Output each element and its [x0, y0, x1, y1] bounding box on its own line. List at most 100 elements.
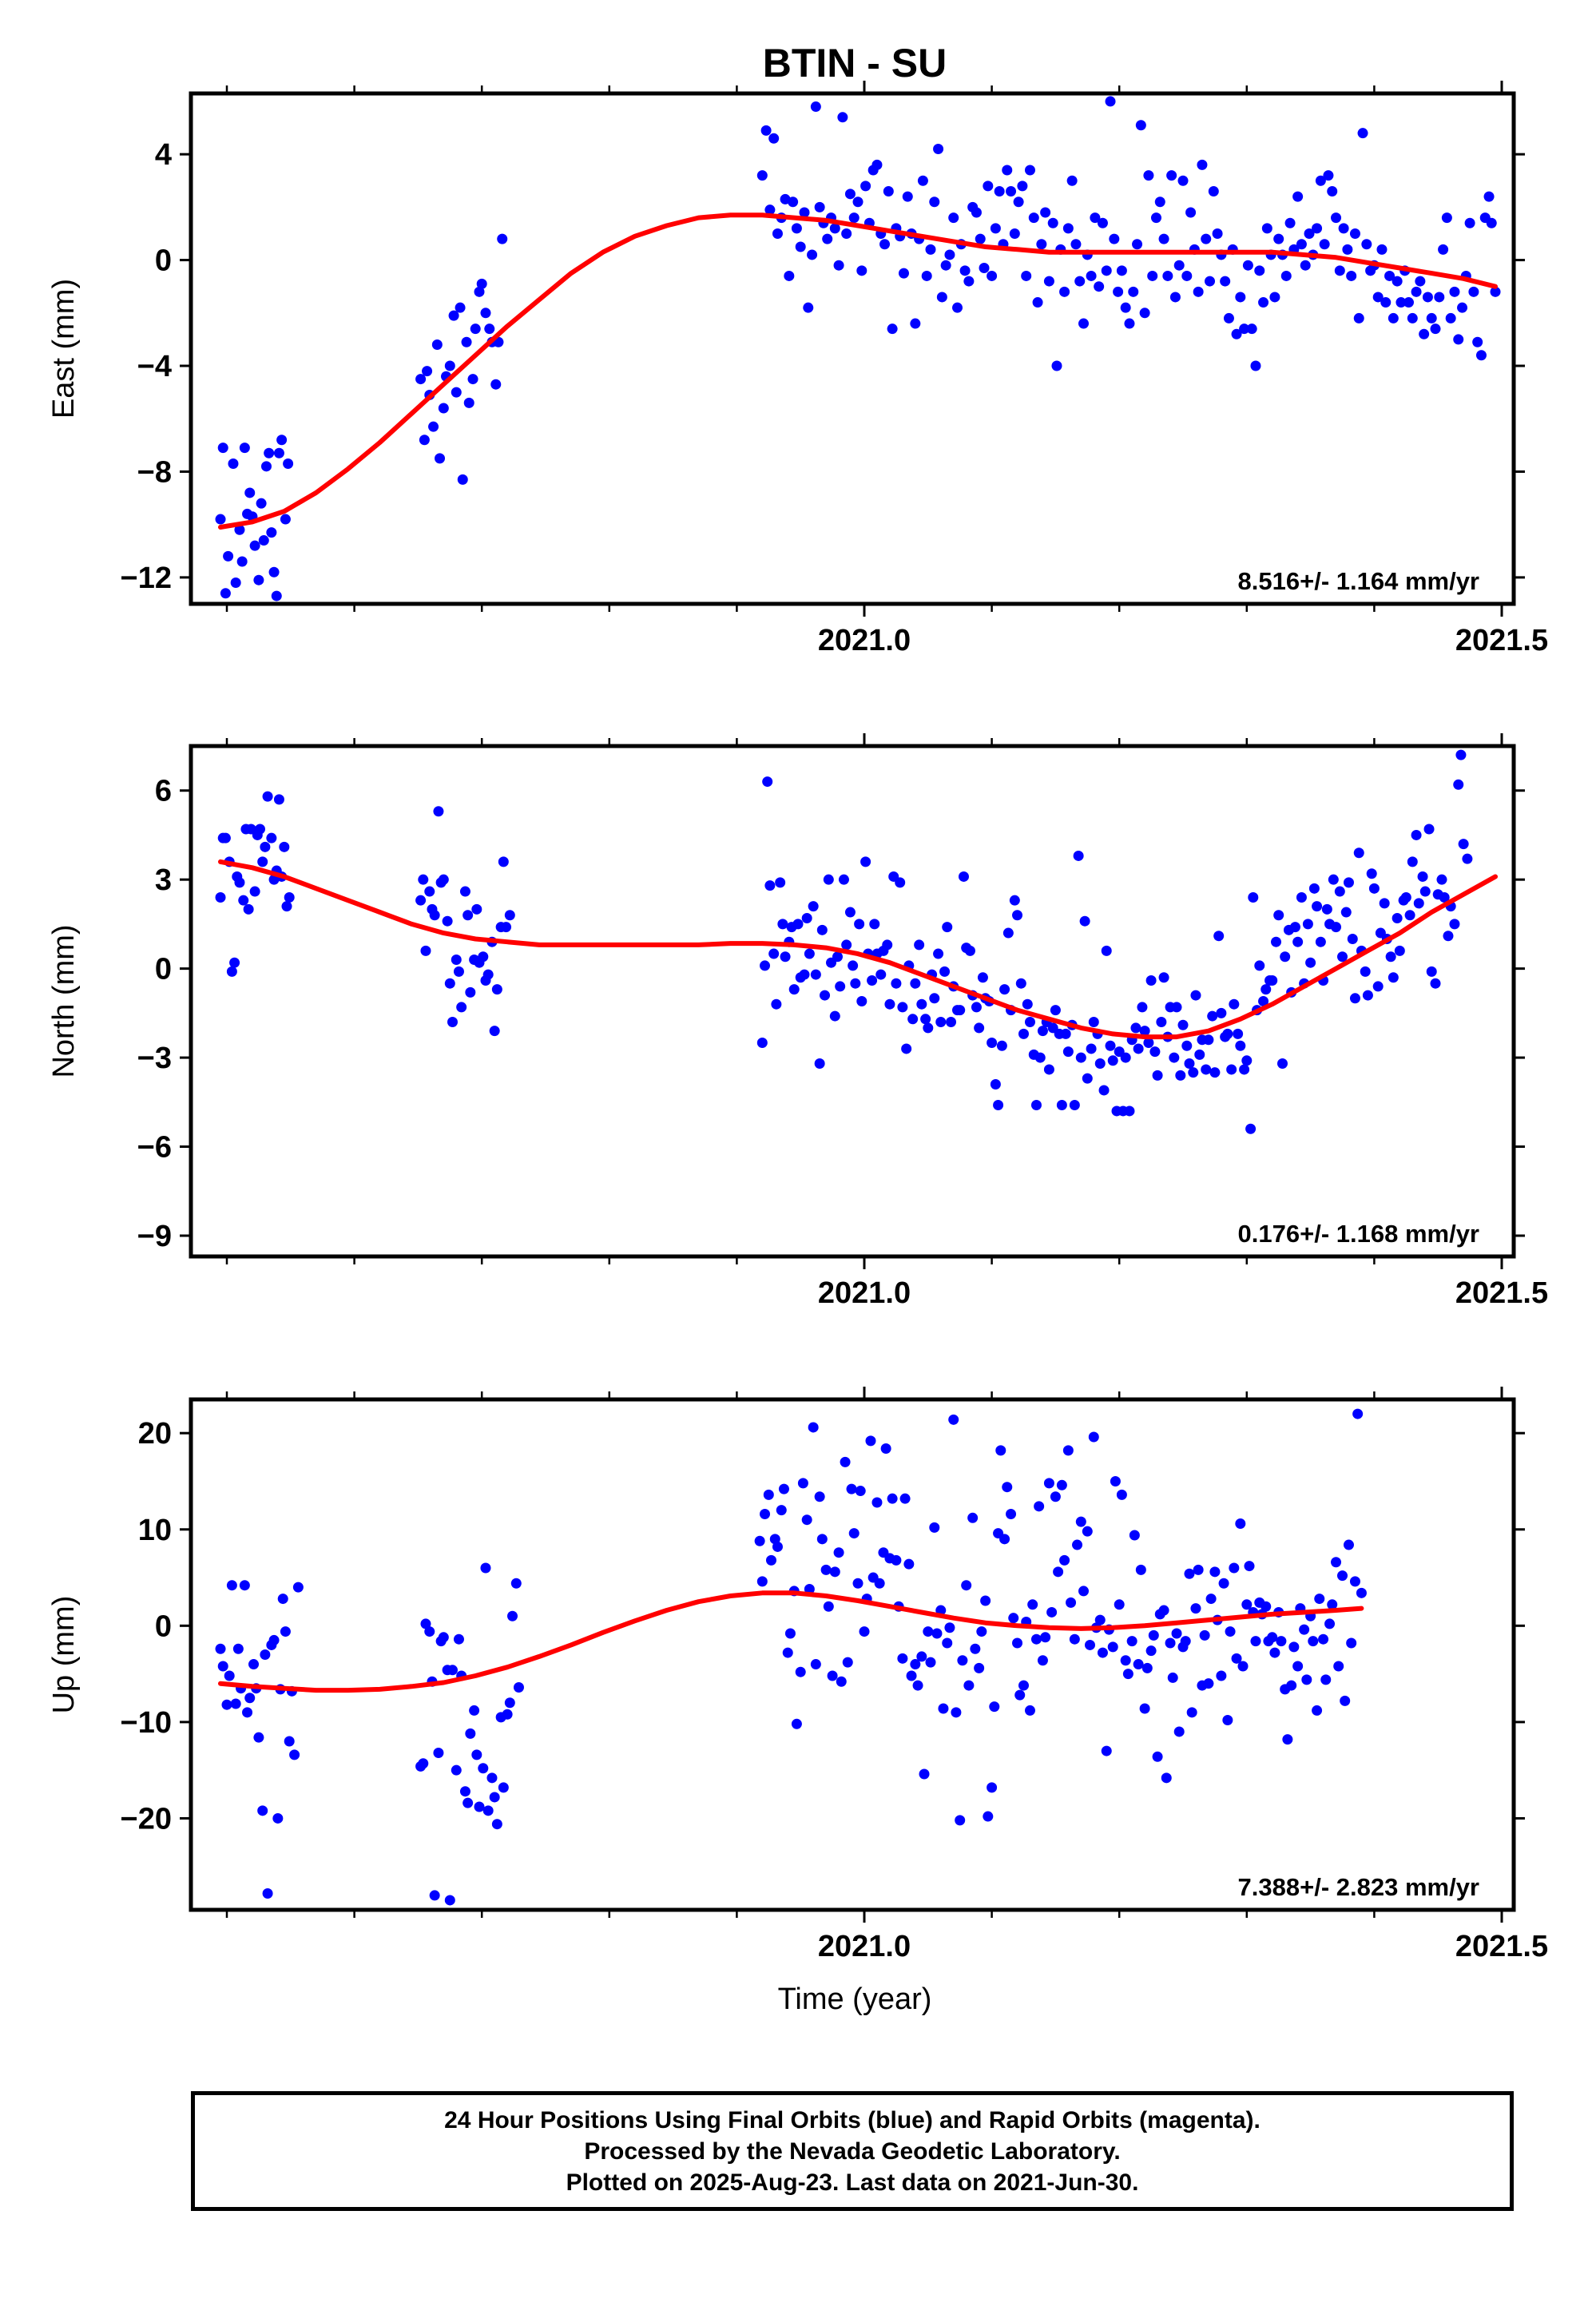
- data-point: [1237, 1661, 1249, 1672]
- data-point: [1315, 175, 1326, 186]
- data-point: [1419, 886, 1431, 897]
- data-point: [797, 1478, 808, 1489]
- data-point: [1254, 960, 1265, 971]
- data-point: [1152, 1070, 1163, 1081]
- data-point: [491, 1819, 502, 1830]
- data-point: [1284, 217, 1296, 228]
- data-point: [776, 1505, 787, 1516]
- data-point: [938, 1703, 949, 1714]
- data-point: [871, 159, 883, 170]
- data-point: [1430, 978, 1441, 989]
- data-point: [1075, 1052, 1086, 1063]
- data-point: [816, 1534, 828, 1545]
- data-point: [961, 1580, 972, 1591]
- data-point: [1209, 1067, 1221, 1078]
- data-point: [1233, 1028, 1244, 1039]
- data-point: [1443, 931, 1454, 942]
- data-point: [1269, 1647, 1280, 1658]
- data-point: [433, 1747, 444, 1758]
- data-point: [1148, 1629, 1159, 1641]
- data-point: [1353, 847, 1364, 859]
- data-point: [1349, 228, 1360, 239]
- data-point: [1132, 239, 1143, 250]
- data-point: [784, 270, 795, 281]
- data-point: [929, 196, 940, 208]
- data-point: [1030, 1100, 1042, 1111]
- data-point: [507, 1610, 518, 1621]
- data-point: [1073, 850, 1084, 861]
- data-point: [907, 1014, 919, 1025]
- data-point: [1380, 297, 1392, 308]
- data-point: [451, 1764, 462, 1776]
- data-point: [1419, 328, 1430, 339]
- data-point: [239, 443, 250, 454]
- data-point: [788, 984, 800, 995]
- data-point: [1305, 957, 1316, 968]
- data-point: [1032, 297, 1043, 308]
- x-tick-label: 2021.0: [818, 1930, 911, 1963]
- data-point: [1453, 779, 1464, 790]
- data-point: [1349, 993, 1360, 1004]
- data-point: [1034, 1052, 1046, 1063]
- data-point: [284, 1736, 295, 1747]
- data-point: [822, 233, 833, 244]
- data-point: [1209, 1566, 1221, 1578]
- data-point: [1133, 1659, 1144, 1670]
- data-point: [1349, 1576, 1360, 1587]
- data-point: [438, 874, 449, 885]
- data-point: [1079, 915, 1090, 927]
- data-point: [230, 578, 241, 589]
- data-point: [1128, 286, 1139, 297]
- data-point: [1352, 1408, 1364, 1419]
- data-point: [936, 292, 947, 303]
- data-point: [1304, 228, 1315, 239]
- data-point: [995, 1445, 1006, 1456]
- data-point: [1464, 217, 1475, 228]
- data-point: [1300, 260, 1311, 271]
- data-point: [910, 318, 921, 329]
- data-point: [1394, 945, 1405, 956]
- data-point: [1110, 1475, 1121, 1486]
- data-point: [459, 1786, 470, 1797]
- data-point: [1327, 186, 1338, 197]
- data-point: [1028, 212, 1039, 224]
- data-point: [919, 1768, 930, 1780]
- data-point: [895, 877, 906, 888]
- data-point: [1075, 1516, 1086, 1527]
- data-point: [242, 1707, 253, 1718]
- data-point: [1046, 1606, 1058, 1617]
- data-point: [220, 588, 231, 599]
- data-point: [810, 1659, 821, 1670]
- data-point: [1051, 360, 1062, 371]
- data-point: [420, 945, 431, 956]
- data-point: [1438, 244, 1449, 255]
- data-point: [944, 249, 955, 260]
- data-point: [1472, 336, 1483, 347]
- data-point: [777, 919, 788, 930]
- data-point: [1229, 1562, 1240, 1574]
- y-tick-label: 4: [155, 138, 172, 172]
- data-point: [1205, 1594, 1217, 1605]
- data-point: [844, 907, 856, 918]
- data-point: [1319, 239, 1330, 250]
- data-point: [1167, 1672, 1178, 1683]
- data-point: [1034, 1501, 1045, 1512]
- data-point: [1457, 302, 1468, 313]
- data-point: [1094, 281, 1105, 292]
- data-point: [914, 939, 925, 951]
- data-point: [967, 1512, 979, 1523]
- data-point: [1357, 128, 1368, 139]
- data-point: [879, 239, 891, 250]
- data-point: [1400, 891, 1411, 903]
- data-point: [266, 527, 277, 538]
- data-point: [1320, 1674, 1332, 1685]
- y-tick-label: 0: [155, 953, 172, 986]
- data-point: [996, 1040, 1007, 1051]
- data-point: [1439, 891, 1450, 903]
- data-point: [504, 1697, 515, 1709]
- data-point: [942, 922, 953, 933]
- data-point: [1411, 829, 1422, 840]
- data-point: [1342, 244, 1353, 255]
- chart-title: BTIN - SU: [763, 41, 947, 85]
- data-point: [1120, 302, 1131, 313]
